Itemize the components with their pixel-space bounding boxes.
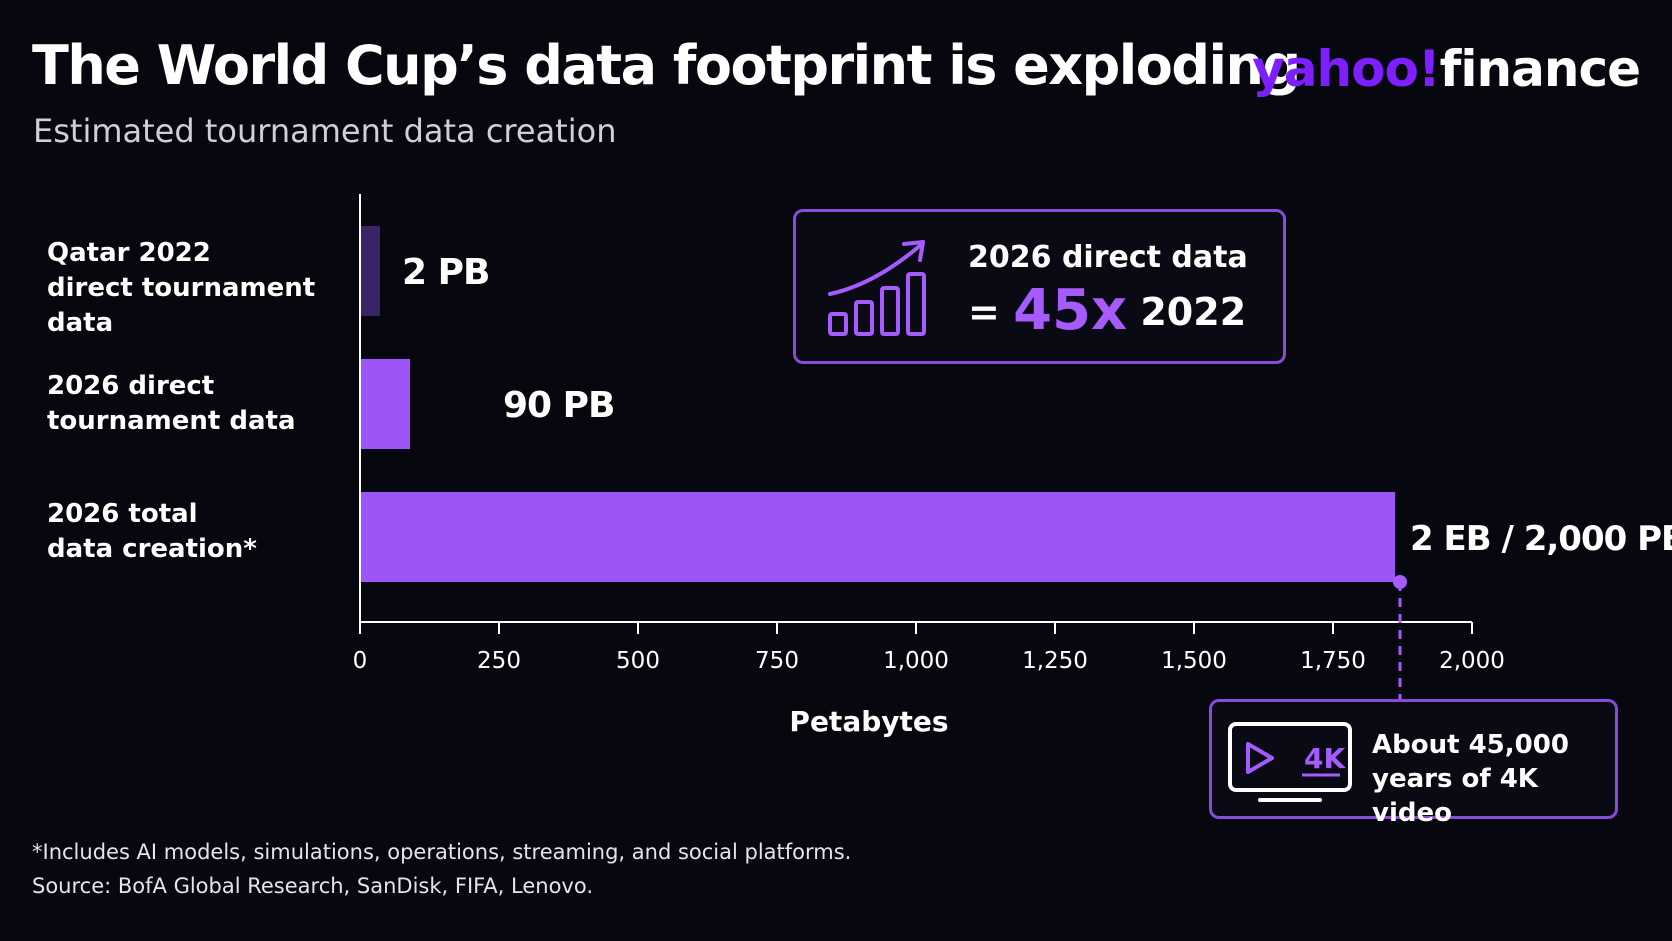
4k-video-icon: 4K — [1228, 722, 1352, 802]
growth-chart-icon — [828, 240, 926, 336]
category-label-2: 2026 total data creation* — [47, 499, 257, 564]
video-callout-text: About 45,000 years of 4K video — [1372, 730, 1569, 828]
chart-subtitle: Estimated tournament data creation — [33, 112, 617, 150]
growth-prefix: = — [968, 290, 1014, 334]
bar-value-label-1: 90 PB — [503, 385, 614, 426]
bar-value-label-0: 2 PB — [402, 252, 489, 293]
bar-0 — [360, 226, 380, 316]
footnote: *Includes AI models, simulations, operat… — [32, 840, 852, 864]
bar-1 — [360, 359, 411, 449]
growth-multiple: 45x — [1013, 278, 1128, 343]
video-callout: 4K About 45,000 years of 4K video — [1209, 699, 1618, 828]
x-tick-label-8: 2,000 — [1439, 648, 1505, 674]
growth-callout-line1: 2026 direct data — [968, 240, 1248, 275]
x-tick-label-6: 1,500 — [1161, 648, 1227, 674]
x-tick-label-4: 1,000 — [883, 648, 949, 674]
4k-text: 4K — [1304, 742, 1346, 775]
logo-finance-text: finance — [1439, 40, 1641, 98]
x-tick-label-3: 750 — [755, 648, 799, 674]
growth-callout-line2: = 45x 2022 — [968, 278, 1246, 343]
x-tick-label-2: 500 — [616, 648, 660, 674]
growth-callout: 2026 direct data = 45x 2022 — [793, 209, 1286, 364]
bar-2 — [360, 492, 1395, 582]
growth-suffix: 2022 — [1127, 290, 1247, 334]
category-label-0: Qatar 2022 direct tournament data — [47, 238, 316, 338]
logo-yahoo-text: yahoo! — [1252, 40, 1440, 98]
x-tick-label-5: 1,250 — [1022, 648, 1088, 674]
category-label-1: 2026 direct tournament data — [47, 371, 296, 436]
bar-value-label-2: 2 EB / 2,000 PB — [1410, 519, 1672, 559]
x-tick-label-0: 0 — [353, 648, 368, 674]
chart-title: The World Cup’s data footprint is explod… — [32, 34, 1301, 97]
yahoo-finance-logo: yahoo!finance — [1252, 40, 1641, 98]
source-note: Source: BofA Global Research, SanDisk, F… — [32, 874, 594, 898]
x-tick-label-1: 250 — [477, 648, 521, 674]
x-tick-label-7: 1,750 — [1300, 648, 1366, 674]
x-axis-title: Petabytes — [789, 705, 948, 738]
